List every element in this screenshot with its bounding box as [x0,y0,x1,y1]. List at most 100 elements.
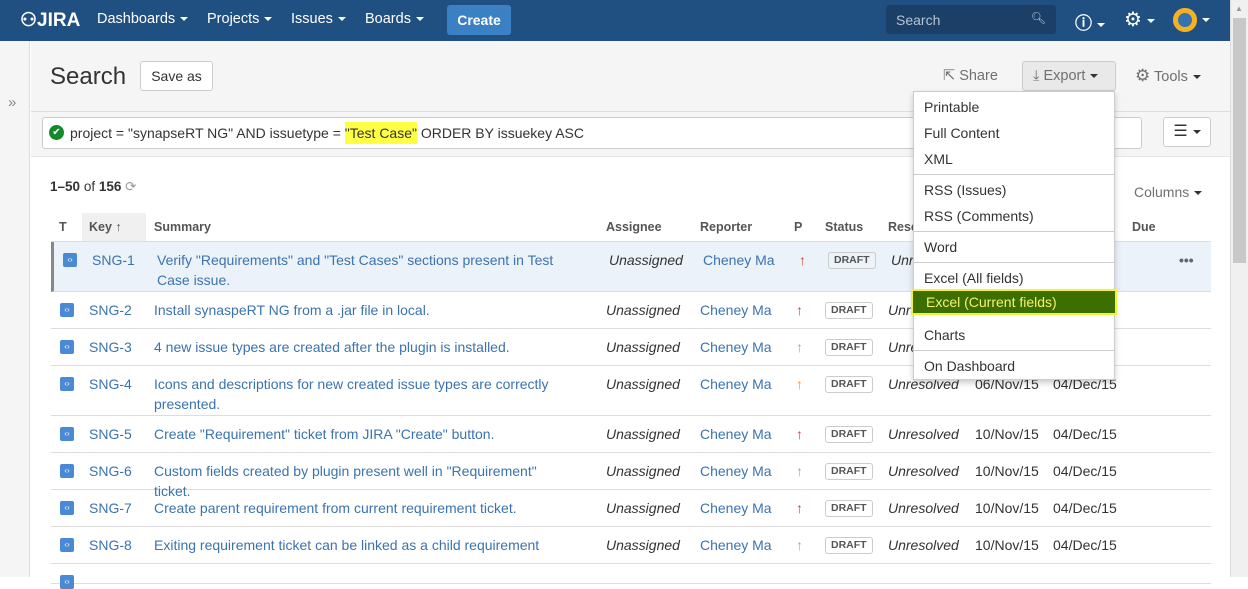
share-button[interactable]: ⇱ Share [943,68,998,84]
export-menu-item[interactable]: RSS (Comments) [924,208,1034,224]
assignee: Unassigned [609,252,683,268]
caret-icon [180,17,189,22]
table-row[interactable]: ‹› SNG-8 Exiting requirement ticket can … [51,527,1211,564]
scrollbar-thumb[interactable] [1233,18,1246,263]
reporter[interactable]: Cheney Ma [700,537,772,553]
jira-logo[interactable]: ⚇JIRA [20,10,81,31]
issue-summary[interactable]: Create "Requirement" ticket from JIRA "C… [154,426,495,442]
share-icon: ⇱ [943,68,960,84]
menu-separator [914,231,1114,232]
search-icon: 🔍︎ [1030,11,1046,25]
resolution: Unresolved [888,426,959,442]
issue-key[interactable]: SNG-4 [89,376,132,392]
export-icon: ⤓ [1033,68,1044,84]
reporter[interactable]: Cheney Ma [700,302,772,318]
refresh-icon[interactable]: ⟳ [125,179,137,194]
save-as-button[interactable]: Save as [140,61,213,91]
status-badge: DRAFT [825,500,873,517]
menu-separator [914,350,1114,351]
issue-summary[interactable]: Verify "Requirements" and "Test Cases" s… [157,252,554,288]
layout-switcher-button[interactable]: ☰ [1163,117,1211,147]
issue-summary[interactable]: Install synaspeRT NG from a .jar file in… [154,302,430,318]
col-key[interactable]: Key ↑ [82,213,146,241]
issue-summary[interactable]: Custom fields created by plugin present … [154,463,537,499]
export-menu-item[interactable]: Excel (All fields) [924,270,1024,286]
issue-key[interactable]: SNG-8 [89,537,132,553]
menu-separator [914,262,1114,263]
table-row[interactable]: ‹› SNG-4 Icons and descriptions for new … [51,366,1211,416]
col-resolution[interactable]: Reso [888,220,919,234]
priority-medium-arrow-icon: ↑ [796,537,803,553]
issue-key[interactable]: SNG-6 [89,463,132,479]
table-row[interactable]: ‹› SNG-5 Create "Requirement" ticket fro… [51,416,1211,453]
caret-icon [415,17,424,22]
assignee: Unassigned [606,463,680,479]
reporter[interactable]: Cheney Ma [700,376,772,392]
assignee: Unassigned [606,339,680,355]
tools-button[interactable]: ⚙ Tools [1135,66,1201,86]
nav-dashboards[interactable]: Dashboards [97,11,189,27]
col-type[interactable]: T [59,220,67,234]
export-menu-item[interactable]: On Dashboard [924,358,1016,374]
issue-summary[interactable]: Create parent requirement from current r… [154,500,517,516]
export-menu-item[interactable]: Printable [924,99,980,115]
table-row-partial[interactable]: ‹› [51,564,1211,589]
priority-medium-arrow-icon: ↑ [796,339,803,355]
caret-icon [264,17,273,22]
top-navigation-bar: ⚇JIRA Dashboards Projects Issues Boards … [0,0,1230,41]
col-reporter[interactable]: Reporter [700,220,753,234]
issue-key[interactable]: SNG-5 [89,426,132,442]
issue-summary[interactable]: 4 new issue types are created after the … [154,339,510,355]
col-summary[interactable]: Summary [154,220,211,234]
export-menu-item[interactable]: XML [924,151,953,167]
test-case-type-icon: ‹› [60,377,74,391]
list-icon: ☰ [1173,123,1188,140]
scrollbar[interactable]: ▲ [1230,0,1248,577]
issue-summary[interactable]: Icons and descriptions for new created i… [154,376,549,412]
reporter[interactable]: Cheney Ma [700,426,772,442]
updated-date: 04/Dec/15 [1053,537,1117,553]
status-badge: DRAFT [825,339,873,356]
export-menu-item[interactable]: Word [924,239,958,255]
table-row[interactable]: ‹› SNG-6 Custom fields created by plugin… [51,453,1211,499]
columns-button[interactable]: Columns [1134,184,1203,200]
export-menu-item[interactable]: Full Content [924,125,1000,141]
issue-key[interactable]: SNG-1 [92,252,135,268]
export-menu-item[interactable]: RSS (Issues) [924,182,1007,198]
col-assignee[interactable]: Assignee [606,220,662,234]
nav-boards[interactable]: Boards [365,11,424,27]
user-avatar[interactable] [1173,8,1210,32]
help-icon[interactable]: ⓘ [1075,9,1105,34]
settings-gear-icon[interactable]: ⚙ [1124,7,1155,32]
issue-summary[interactable]: Exiting requirement ticket can be linked… [154,537,540,553]
issue-key[interactable]: SNG-2 [89,302,132,318]
col-due[interactable]: Due [1132,220,1156,234]
caret-icon [337,17,346,22]
create-button[interactable]: Create [447,5,511,35]
export-menu-item-selected[interactable]: Excel (Current fields) [911,289,1117,315]
updated-date: 04/Dec/15 [1053,376,1117,392]
test-case-type-icon: ‹› [63,253,77,267]
valid-check-icon: ✔ [49,125,64,140]
nav-issues[interactable]: Issues [291,11,346,27]
priority-high-arrow-icon: ↑ [799,252,806,268]
export-menu-item[interactable]: Charts [924,327,966,343]
issue-key[interactable]: SNG-3 [89,339,132,355]
more-actions-icon[interactable]: ••• [1179,252,1194,268]
issue-key[interactable]: SNG-7 [89,500,132,516]
reporter[interactable]: Cheney Ma [700,339,772,355]
status-badge: DRAFT [825,376,873,393]
export-button[interactable]: ⤓ Export [1022,61,1116,91]
col-status[interactable]: Status [825,220,864,234]
table-row[interactable]: ‹› SNG-7 Create parent requirement from … [51,490,1211,527]
search-input[interactable]: Search 🔍︎ [886,5,1056,34]
status-badge: DRAFT [825,426,873,443]
reporter[interactable]: Cheney Ma [700,500,772,516]
col-priority[interactable]: P [794,220,803,234]
nav-projects[interactable]: Projects [207,11,273,27]
table-row[interactable]: ‹› SNG-2 Install synaspeRT NG from a .ja… [51,292,1211,329]
test-case-type-icon: ‹› [60,501,74,515]
reporter[interactable]: Cheney Ma [700,463,772,479]
expand-sidebar-icon[interactable]: » [8,94,17,111]
reporter[interactable]: Cheney Ma [703,252,775,268]
